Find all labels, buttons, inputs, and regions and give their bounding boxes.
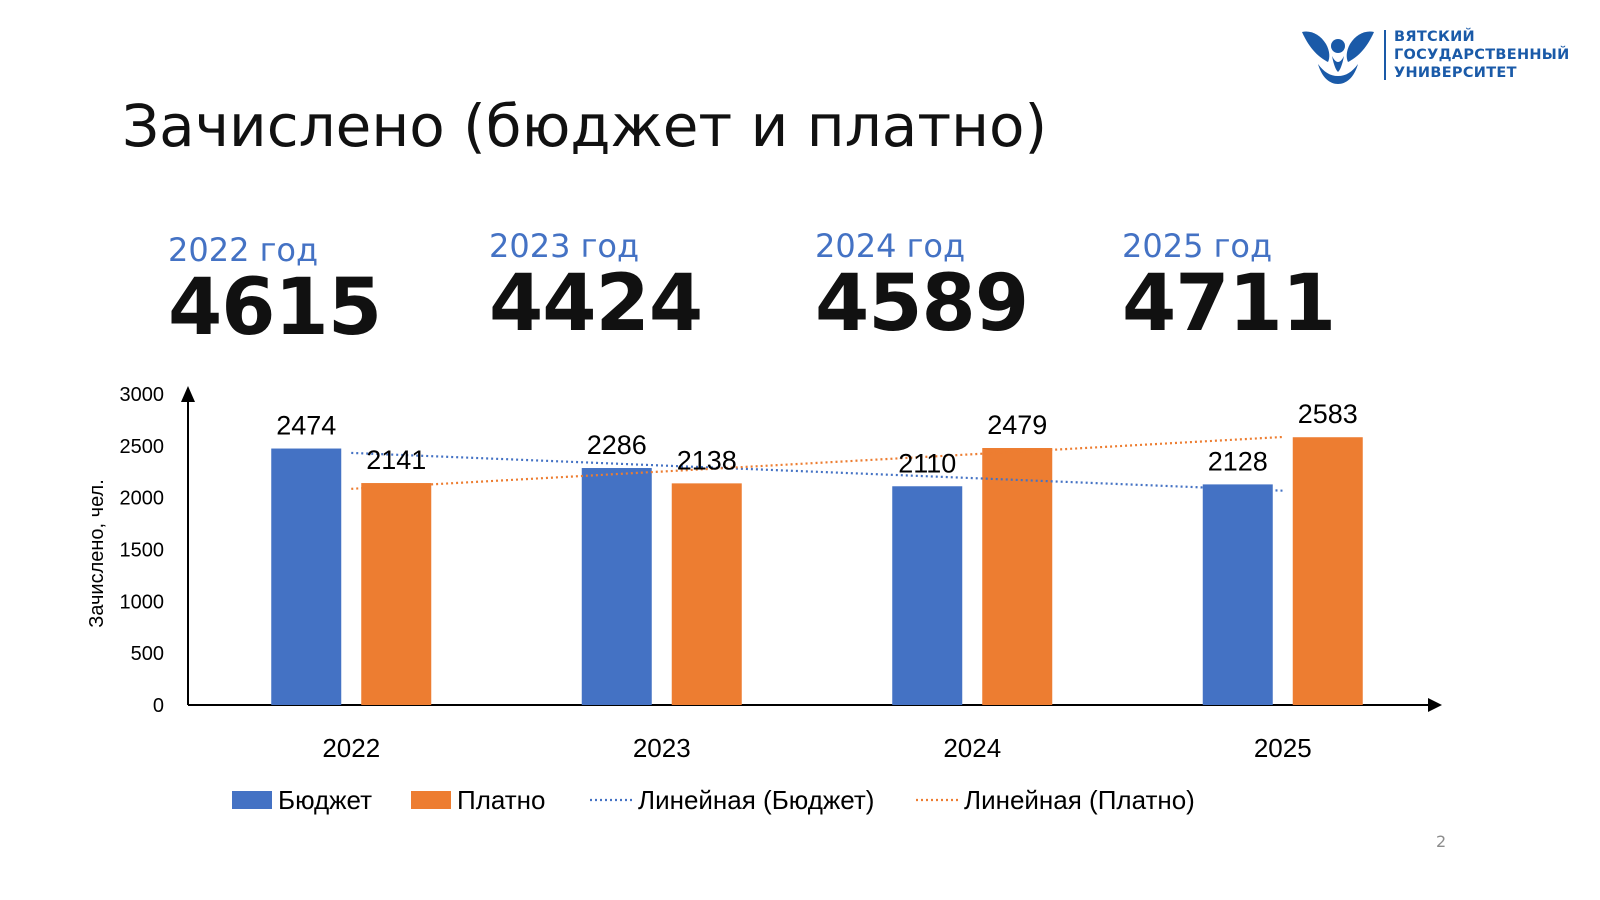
x-tick-label: 2023 — [633, 733, 691, 763]
legend-label: Бюджет — [278, 785, 372, 815]
logo-line: УНИВЕРСИТЕТ — [1394, 65, 1517, 81]
legend-label: Линейная (Платно) — [964, 785, 1195, 815]
logo-line: ВЯТСКИЙ — [1394, 29, 1475, 45]
logo-text: ВЯТСКИЙ ГОСУДАРСТВЕННЫЙ УНИВЕРСИТЕТ — [1394, 28, 1570, 82]
stat-2024: 2024 год 4589 — [815, 227, 1029, 349]
chart-bars — [271, 437, 1363, 705]
bar — [892, 486, 963, 705]
page-title: Зачислено (бюджет и платно) — [122, 92, 1048, 160]
legend-label: Линейная (Бюджет) — [638, 785, 874, 815]
stat-total-value: 4615 — [168, 263, 382, 353]
page-number: 2 — [1436, 832, 1447, 851]
chart-labels: 2022 2023 2024 2025 2474 2286 2110 2128 2141 2138… — [276, 399, 1358, 763]
chart-trendlines — [351, 435, 1283, 492]
legend-label: Платно — [457, 785, 545, 815]
trendline — [351, 451, 1283, 492]
x-axis-arrow — [1428, 698, 1442, 712]
bar — [361, 483, 432, 705]
data-label: 2128 — [1208, 446, 1268, 476]
y-tick-label: 500 — [131, 643, 164, 665]
data-label: 2479 — [987, 410, 1047, 440]
stat-total-value: 4589 — [815, 259, 1029, 349]
data-label: 2286 — [587, 430, 647, 460]
bar — [982, 448, 1053, 705]
trendline — [351, 435, 1283, 490]
stat-year-label: 2023 год — [489, 227, 640, 265]
data-label: 2474 — [276, 411, 336, 441]
stat-year-label: 2025 год — [1122, 227, 1273, 265]
university-logo: ВЯТСКИЙ ГОСУДАРСТВЕННЫЙ УНИВЕРСИТЕТ — [1300, 24, 1590, 88]
y-tick-label: 1000 — [120, 591, 165, 613]
stat-2023: 2023 год 4424 — [489, 227, 703, 349]
stat-2022: 2022 год 4615 — [168, 231, 382, 353]
data-label: 2138 — [677, 445, 737, 475]
bar — [271, 448, 342, 705]
stat-year-label: 2022 год — [168, 231, 319, 269]
legend-swatch — [232, 791, 272, 809]
logo-emblem-icon — [1302, 31, 1374, 84]
bar — [1292, 437, 1363, 705]
chart-legend: Бюджет Платно Линейная (Бюджет) Линейная (П… — [232, 785, 1195, 815]
bar — [671, 483, 742, 705]
logo-line: ГОСУДАРСТВЕННЫЙ — [1394, 47, 1570, 63]
y-axis-arrow — [181, 386, 195, 402]
bar — [581, 468, 652, 705]
data-label: 2110 — [898, 448, 956, 478]
stat-2025: 2025 год 4711 — [1122, 227, 1336, 349]
y-tick-label: 3000 — [120, 384, 165, 406]
y-tick-label: 0 — [153, 695, 164, 717]
y-tick-label: 2500 — [120, 436, 165, 458]
x-tick-label: 2025 — [1254, 733, 1312, 763]
y-axis-title: Зачислено, чел. — [86, 479, 108, 628]
logo-divider — [1384, 30, 1386, 80]
legend-swatch — [411, 791, 451, 809]
stat-total-value: 4424 — [489, 259, 703, 349]
y-tick-label: 1500 — [120, 540, 165, 562]
x-tick-label: 2022 — [322, 733, 380, 763]
stat-year-label: 2024 год — [815, 227, 966, 265]
data-label: 2583 — [1298, 399, 1358, 429]
bar — [1202, 484, 1273, 705]
x-tick-label: 2024 — [943, 733, 1001, 763]
stat-total-value: 4711 — [1122, 259, 1336, 349]
data-label: 2141 — [366, 445, 426, 475]
y-tick-label: 2000 — [120, 488, 165, 510]
